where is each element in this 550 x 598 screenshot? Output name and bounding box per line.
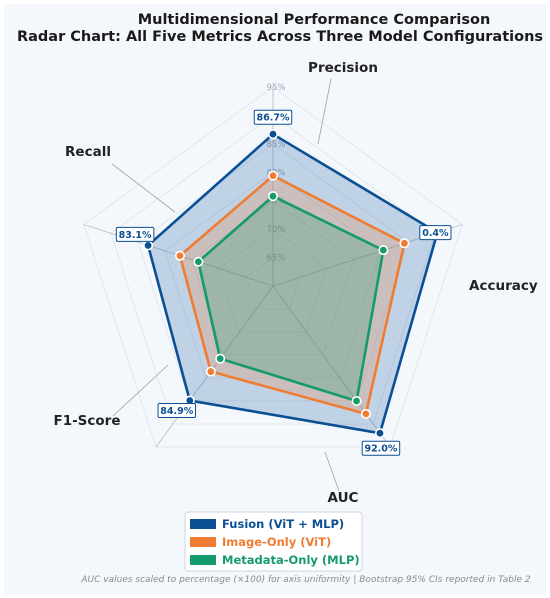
data-point-fusion-vit-mlp-recall [143, 240, 154, 251]
data-point-metadata-only-mlp-auc [351, 395, 362, 406]
grid-ring-75 [191, 200, 355, 356]
spoke-auc [272, 285, 391, 448]
value-label-accuracy: 0.4% [422, 228, 449, 239]
axis-label-auc: AUC [328, 490, 359, 506]
legend-label-image-only-vit: Image-Only (ViT) [222, 535, 331, 549]
legend-label-fusion-vit-mlp: Fusion (ViT + MLP) [222, 517, 344, 531]
data-point-image-only-vit-auc [360, 408, 371, 419]
data-point-fusion-vit-mlp-precision [267, 129, 278, 140]
value-label-box-auc [361, 440, 401, 456]
data-point-image-only-vit-accuracy [399, 238, 410, 249]
grid-ring-65 [245, 257, 301, 310]
data-point-image-only-vit-recall [174, 250, 185, 261]
value-label-precision: 86.7% [257, 113, 290, 124]
r-tick-label: 75% [267, 197, 286, 207]
grid-ring-95 [83, 86, 463, 448]
value-label-box-recall [115, 226, 155, 242]
axis-label-precision: Precision [308, 60, 378, 76]
chart-legend: Fusion (ViT + MLP) Image-Only (ViT) Metada… [184, 511, 363, 572]
legend-label-metadata-only-mlp: Metadata-Only (MLP) [222, 553, 360, 567]
plot-background [4, 4, 546, 594]
axis-leader-f1-score [112, 364, 169, 417]
data-point-metadata-only-mlp-f1-score [215, 353, 226, 364]
r-tick-label: 95% [267, 83, 286, 93]
axis-leader-recall [111, 163, 176, 213]
value-label-recall: 83.1% [119, 230, 152, 241]
spoke-f1-score [155, 285, 274, 448]
data-point-image-only-vit-precision [267, 170, 278, 181]
series-area-image-only-vit [178, 174, 406, 416]
data-point-metadata-only-mlp-recall [193, 256, 204, 267]
value-label-box-precision [253, 109, 293, 125]
axis-label-accuracy: Accuracy [469, 278, 538, 294]
axis-leader-auc [324, 451, 340, 492]
legend-swatch-metadata-only-mlp [190, 555, 216, 565]
chart-title-line-2: Radar Chart: All Five Metrics Across Thr… [17, 29, 543, 45]
grid-ring-70 [218, 228, 328, 333]
r-tick-label: 85% [267, 140, 286, 150]
value-label-f1-score: 84.9% [160, 406, 193, 417]
r-tick-label: 70% [267, 225, 286, 235]
legend-swatch-image-only-vit [190, 537, 216, 547]
radar-labels: 86.7% 0.4% 92.0% 84.9% 83.1% Precision Accurac… [53, 60, 537, 506]
data-point-metadata-only-mlp-precision [267, 191, 278, 202]
value-label-box-accuracy [419, 225, 452, 241]
legend-box [184, 511, 363, 572]
axis-label-f1-score: F1-Score [53, 413, 120, 429]
radar-series [143, 129, 443, 439]
value-label-box-f1-score [157, 403, 197, 419]
r-tick-label: 65% [267, 254, 286, 264]
value-label-auc: 92.0% [364, 444, 397, 455]
data-point-metadata-only-mlp-accuracy [378, 245, 389, 256]
data-point-fusion-vit-mlp-auc [374, 428, 385, 439]
axis-leader-precision [317, 78, 332, 145]
chart-footnote: AUC values scaled to percentage (×100) f… [80, 575, 530, 585]
axis-label-recall: Recall [65, 144, 111, 160]
chart-title-line-1: Multidimensional Performance Comparison [138, 12, 491, 28]
data-point-image-only-vit-f1-score [205, 366, 216, 377]
grid-ring-85 [137, 143, 409, 402]
series-area-metadata-only-mlp [197, 194, 385, 403]
legend-swatch-fusion-vit-mlp [190, 519, 216, 529]
grid-ring-80 [164, 171, 382, 379]
